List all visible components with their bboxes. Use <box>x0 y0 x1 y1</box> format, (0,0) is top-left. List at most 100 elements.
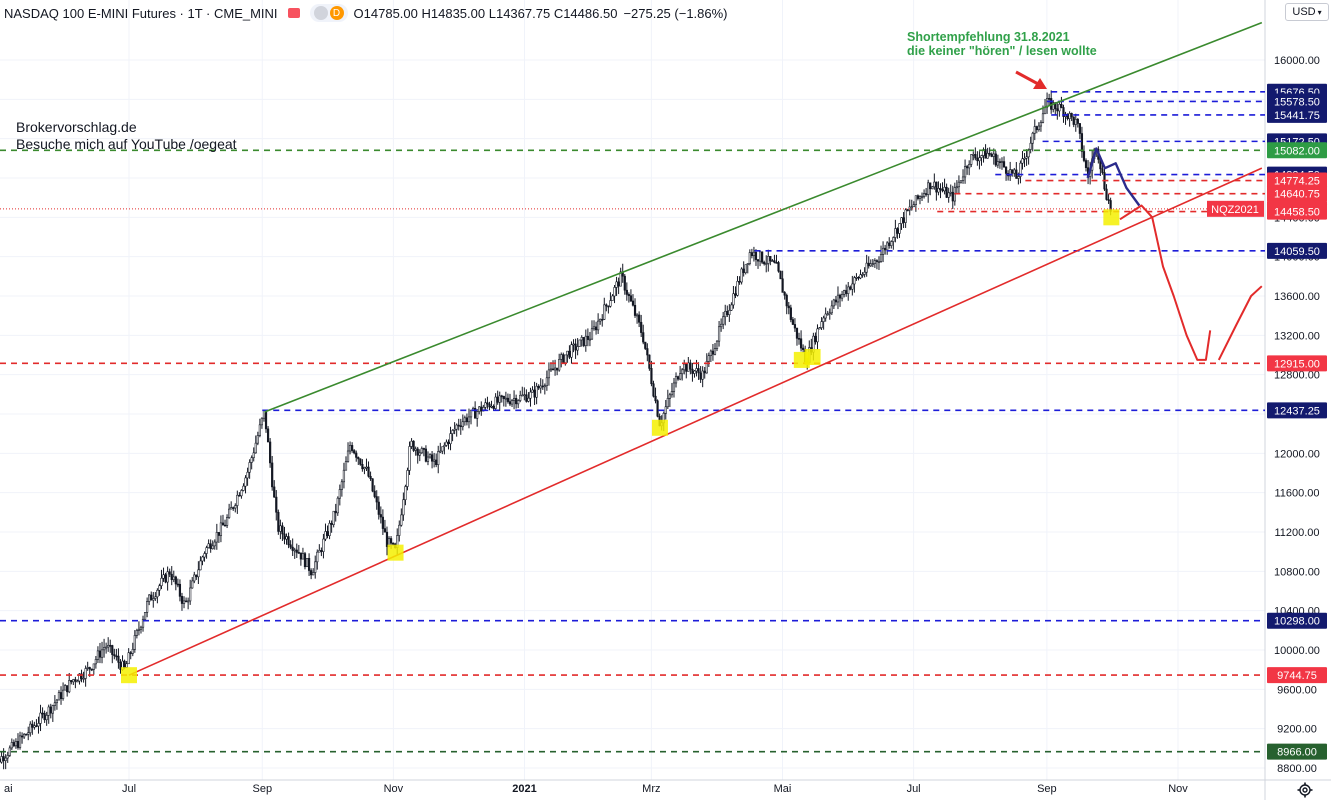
candle-body <box>1025 156 1028 159</box>
candle-body <box>41 712 44 715</box>
candle-body <box>1031 132 1034 144</box>
candle-body <box>1023 157 1026 160</box>
candle-body <box>115 655 118 658</box>
candle-body <box>685 363 688 372</box>
candle-body <box>515 398 518 405</box>
candle-body <box>279 525 282 532</box>
candle-body <box>383 528 387 533</box>
candle-body <box>787 305 790 309</box>
candle-body <box>957 181 961 188</box>
candle-body <box>1004 166 1008 174</box>
candle-body <box>892 237 895 242</box>
gear-icon[interactable] <box>1297 782 1313 798</box>
candle-body <box>293 549 296 552</box>
candle-body <box>717 326 721 342</box>
forecast-path-blue <box>1086 147 1141 207</box>
y-tick-label: 9600.00 <box>1277 684 1317 696</box>
candle-body <box>367 466 370 477</box>
candle-body <box>322 538 325 552</box>
candle-body <box>484 402 487 408</box>
candle-body <box>795 327 799 339</box>
candle-body <box>197 569 200 578</box>
candle-body <box>549 368 553 371</box>
candle-body <box>275 496 278 513</box>
price-label: 14774.25 <box>1274 176 1320 188</box>
candle-body <box>338 489 341 499</box>
candle-body <box>230 507 233 510</box>
candle-body <box>722 316 725 325</box>
candle-body <box>720 323 723 328</box>
candle-body <box>459 425 462 428</box>
candle-body <box>824 313 827 319</box>
candle-body <box>703 370 706 374</box>
watermark-line-1: Brokervorschlag.de <box>16 119 137 135</box>
candle-body <box>699 372 702 380</box>
candle-body <box>607 305 610 308</box>
ohlc-c: C14486.50 <box>553 5 618 21</box>
ohlc-h: H14835.00 <box>421 5 489 21</box>
candle-body <box>1048 98 1051 100</box>
candle-body <box>1013 169 1016 174</box>
flag-icon[interactable] <box>287 8 300 18</box>
candle-body <box>439 450 442 453</box>
candle-body <box>640 321 643 333</box>
candle-body <box>826 313 829 316</box>
candle-body <box>904 209 907 223</box>
candle-body <box>562 354 565 363</box>
candle-body <box>746 263 749 265</box>
candle-body <box>642 332 645 343</box>
candle-body <box>945 186 948 198</box>
candle-body <box>783 292 786 296</box>
currency-selector[interactable]: USD ▾ <box>1285 3 1329 21</box>
candle-body <box>931 186 934 190</box>
candle-body <box>935 181 938 193</box>
touch-marker <box>387 544 404 561</box>
candle-body <box>342 469 346 483</box>
candle-body <box>855 277 858 279</box>
candle-body <box>435 459 438 465</box>
candle-body <box>301 553 305 560</box>
candle-body <box>1068 113 1071 119</box>
candle-body <box>537 385 540 389</box>
candle-body <box>449 433 452 445</box>
candle-body <box>351 445 354 451</box>
candle-body <box>92 663 95 670</box>
price-label-bg <box>1267 93 1327 110</box>
candle-body <box>1060 103 1063 108</box>
arrow-icon <box>1015 70 1041 87</box>
candle-body <box>305 558 309 568</box>
candle-body <box>605 304 608 307</box>
candle-body <box>205 547 208 554</box>
candle-body <box>558 359 561 371</box>
candle-body <box>1062 107 1065 117</box>
candle-body <box>970 154 973 165</box>
candle-body <box>146 601 149 613</box>
symbol-title[interactable]: NASDAQ 100 E-MINI Futures · 1T · CME_MIN… <box>4 5 278 21</box>
candle-body <box>1011 169 1014 174</box>
candle-body <box>334 510 337 514</box>
candle-body <box>752 251 756 256</box>
candle-body <box>972 154 975 156</box>
candle-body <box>61 689 65 699</box>
candle-body <box>830 305 833 314</box>
candle-body <box>47 706 50 716</box>
candle-body <box>312 572 315 576</box>
candle-body <box>701 370 704 380</box>
candle-body <box>340 481 343 490</box>
candle-body <box>939 188 942 190</box>
touch-marker <box>121 667 137 684</box>
candle-body <box>676 376 680 380</box>
contract-tag: NQZ2021 <box>1211 204 1259 216</box>
candle-body <box>363 467 366 470</box>
candle-body <box>238 494 241 497</box>
candle-body <box>929 182 932 190</box>
candle-body <box>258 424 261 436</box>
candle-body <box>433 459 436 462</box>
data-status-pill[interactable]: D <box>309 4 348 22</box>
candle-body <box>896 228 899 234</box>
candle-body <box>209 543 212 550</box>
candle-body <box>242 485 245 491</box>
candle-body <box>875 260 879 262</box>
candle-body <box>797 338 801 340</box>
